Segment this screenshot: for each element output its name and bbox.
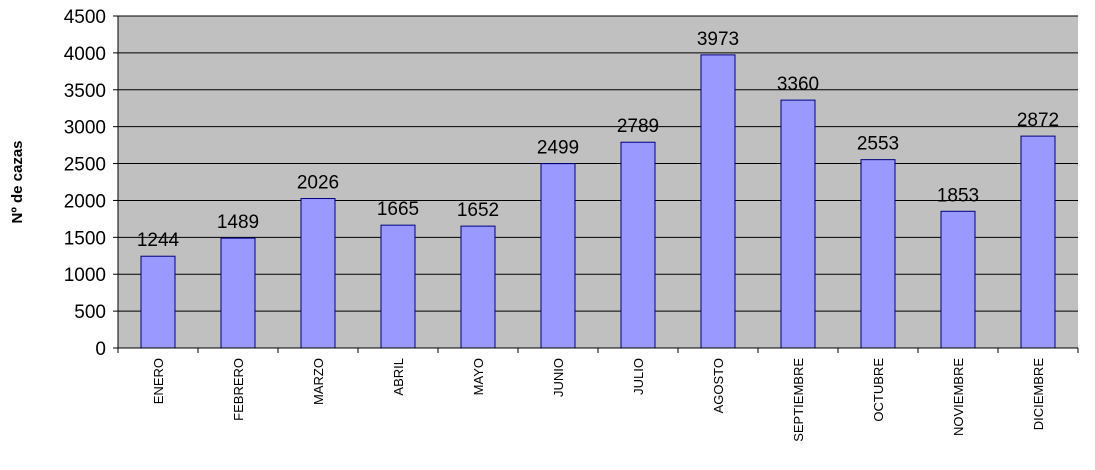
data-label: 3973	[697, 29, 739, 50]
x-tick-label: JUNIO	[551, 358, 566, 397]
x-tick-label: NOVIEMBRE	[951, 358, 966, 436]
data-label: 1489	[217, 212, 259, 233]
x-tick-label: ABRIL	[391, 358, 406, 396]
x-tick-label: MARZO	[311, 358, 326, 405]
data-labels: 1244 1489 2026 1665 1652 2499 2789 3973 3360 2553…	[137, 29, 1059, 251]
y-tick-label: 2000	[64, 191, 106, 212]
x-tick-label: AGOSTO	[711, 358, 726, 413]
y-tick-labels: 0 500 1000 1500 2000 2500 3000 3500 4000 4500	[64, 7, 106, 360]
data-label: 2026	[297, 173, 339, 194]
x-tick-label: JULIO	[631, 358, 646, 395]
bar-junio	[540, 163, 576, 349]
y-tick-label: 1000	[64, 265, 106, 286]
data-label: 2499	[537, 138, 579, 159]
bar-septiembre	[780, 99, 816, 349]
y-tick-label: 4500	[64, 7, 106, 28]
bar-febrero	[220, 237, 256, 349]
y-tick-label: 1500	[64, 228, 106, 249]
data-label: 3360	[777, 74, 819, 95]
data-label: 2789	[617, 116, 659, 137]
data-label: 1665	[377, 199, 419, 220]
bar-octubre	[860, 159, 896, 349]
x-tick-label: OCTUBRE	[871, 358, 886, 422]
x-tick-label: FEBRERO	[231, 358, 246, 421]
bar-abril	[380, 224, 416, 349]
x-tick-label: ENERO	[151, 358, 166, 404]
y-tick-label: 3000	[64, 118, 106, 139]
bars	[140, 54, 1056, 349]
data-label: 1853	[937, 185, 979, 206]
gridlines	[118, 15, 1078, 312]
bar-julio	[620, 141, 656, 349]
data-label: 1244	[137, 230, 180, 251]
data-label: 1652	[457, 200, 499, 221]
x-tick-label: MAYO	[471, 358, 486, 395]
x-tick-labels: ENERO FEBRERO MARZO ABRIL MAYO JUNIO JULIO AGOS…	[151, 358, 1046, 442]
y-axis-label: Nº de cazas	[9, 140, 26, 223]
bar-marzo	[300, 198, 336, 349]
axes	[113, 15, 1079, 353]
bar-mayo	[460, 225, 496, 349]
y-tick-label: 4000	[64, 44, 106, 65]
data-label: 2872	[1017, 110, 1059, 131]
data-label: 2553	[857, 134, 899, 155]
x-tick-label: SEPTIEMBRE	[791, 358, 806, 442]
bar-diciembre	[1020, 135, 1056, 349]
x-tick-label: DICIEMBRE	[1031, 358, 1046, 431]
plot-area	[118, 16, 1078, 348]
bar-noviembre	[940, 210, 976, 349]
y-tick-label: 2500	[64, 155, 106, 176]
y-tick-label: 500	[74, 302, 106, 323]
bar-agosto	[700, 54, 736, 349]
y-tick-label: 3500	[64, 81, 106, 102]
y-tick-label: 0	[95, 339, 106, 360]
bar-enero	[140, 255, 176, 349]
